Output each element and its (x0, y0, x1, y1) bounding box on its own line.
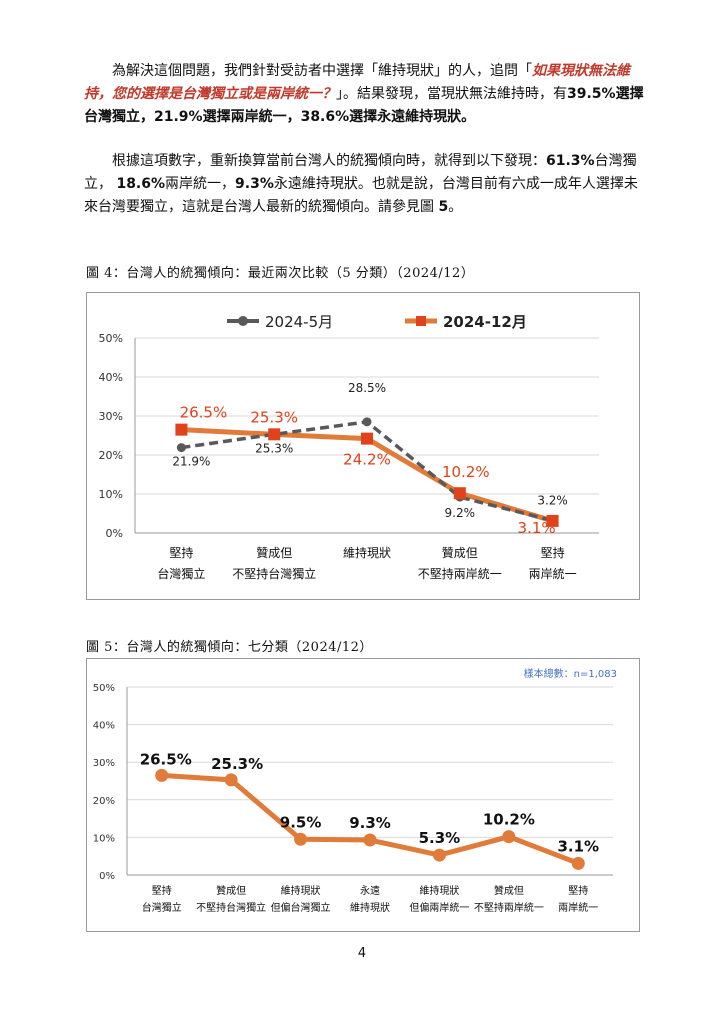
para2-value-status-quo: 9.3% (235, 176, 274, 192)
data-label: 25.3% (211, 755, 263, 773)
x-category-label: 不堅持台灣獨立 (232, 566, 316, 581)
x-category-label: 堅持 (568, 884, 588, 897)
data-label: 10.2% (483, 811, 535, 829)
para2-text-5: 。 (448, 199, 463, 215)
y-tick-label: 10% (93, 833, 115, 844)
data-label: 5.3% (419, 829, 461, 847)
data-label-2024-5: 9.2% (445, 506, 476, 520)
legend-label-2024-12: 2024-12月 (443, 313, 527, 331)
y-tick-label: 40% (99, 371, 123, 384)
y-tick-label: 20% (99, 449, 123, 462)
data-point (502, 830, 516, 844)
y-tick-label: 50% (99, 332, 123, 345)
x-category-label: 但偏台灣獨立 (271, 901, 331, 914)
legend-marker-2024-5 (238, 316, 248, 326)
y-tick-label: 50% (93, 683, 115, 694)
para1-question: 如果現狀無法維持，您的選擇是台灣獨立或是兩岸統一？ (84, 63, 630, 102)
point-2024-5 (176, 443, 186, 453)
x-category-label: 維持現狀 (419, 884, 459, 897)
point-2024-5 (362, 417, 372, 427)
point-2024-12 (268, 428, 281, 441)
figure-4-title: 圖 4：台灣人的統獨傾向：最近兩次比較（5 分類）（2024/12） (86, 266, 475, 281)
x-category-label: 兩岸統一 (529, 567, 577, 581)
point-2024-12 (361, 432, 373, 445)
para2-text-3: 兩岸統一， (165, 176, 236, 192)
para2-value-independence: 61.3% (546, 153, 595, 169)
figure-5-title: 圖 5：台灣人的統獨傾向：七分類（2024/12） (86, 640, 373, 655)
x-category-label: 台灣獨立 (142, 901, 182, 914)
para1-value-independence: 39.5% (567, 86, 616, 102)
figure-5-svg: 50% 40% 30% 20% 10% 0% 樣本總數：n=1,083 堅持台灣獨立 贊成但不堅… (93, 667, 617, 914)
legend-label-2024-5: 2024-5月 (265, 313, 333, 331)
figure-5-chart: 50% 40% 30% 20% 10% 0% 樣本總數：n=1,083 堅持台灣獨立 贊成但不堅… (86, 658, 640, 932)
x-category-label: 維持現狀 (350, 901, 390, 914)
x-category-label: 不堅持台灣獨立 (196, 901, 266, 914)
data-label-2024-12: 10.2% (442, 463, 490, 481)
y-tick-label: 40% (93, 721, 115, 732)
data-label-2024-12: 3.1% (518, 519, 556, 537)
data-label: 3.1% (557, 837, 599, 855)
paragraph-1: 為解決這個問題，我們針對受訪者中選擇「維持現狀」的人，追問「如果現狀無法維持，您… (84, 60, 644, 129)
y-tick-label: 0% (99, 871, 115, 882)
data-point (224, 773, 238, 787)
x-category-label: 堅持 (152, 884, 172, 897)
sample-size-note: 樣本總數：n=1,083 (524, 667, 617, 680)
figure-4-chart: 50% 40% 30% 20% 10% 0% 堅持台灣獨立 贊成但不堅持台灣獨立 維持現狀 贊成但… (86, 292, 640, 600)
data-point (294, 832, 308, 846)
page-number: 4 (357, 946, 367, 961)
para1-text-4: 選擇兩岸統一， (202, 109, 301, 125)
x-category-label: 永遠 (360, 884, 380, 897)
point-2024-12 (175, 423, 188, 436)
data-label-2024-5: 21.9% (172, 455, 210, 469)
data-label: 9.3% (349, 814, 391, 832)
para1-value-unification: 21.9% (154, 109, 203, 125)
x-category-label: 贊成但 (494, 884, 524, 897)
para2-text-2: 台灣獨立， (84, 153, 637, 192)
paragraph-2: 根據這項數字，重新換算當前台灣人的統獨傾向時，就得到以下發現：61.3%台灣獨立… (84, 150, 644, 219)
data-label-2024-12: 24.2% (343, 451, 391, 469)
x-category-label: 堅持 (541, 545, 565, 560)
data-label: 9.5% (280, 813, 322, 831)
para1-text-2: 」。結果發現，當現狀無法維持時，有 (336, 86, 567, 102)
x-category-label: 兩岸統一 (558, 901, 598, 914)
x-category-label: 贊成但 (442, 546, 478, 560)
x-category-label: 堅持 (169, 545, 193, 560)
para1-text-3: 選擇台灣獨立， (84, 86, 644, 125)
y-tick-label: 0% (106, 527, 123, 540)
data-label-2024-5: 25.3% (255, 441, 293, 455)
data-point (155, 768, 169, 782)
para2-text-1: 根據這項數字，重新換算當前台灣人的統獨傾向時，就得到以下發現： (112, 153, 546, 169)
data-point (363, 833, 377, 847)
para1-text-1: 為解決這個問題，我們針對受訪者中選擇「維持現狀」的人，追問「 (112, 63, 532, 79)
point-2024-12 (453, 487, 466, 500)
data-point (571, 856, 585, 870)
x-category-label: 維持現狀 (343, 545, 391, 560)
para1-value-status-quo: 38.6% (300, 109, 350, 125)
x-category-label: 維持現狀 (281, 884, 321, 897)
data-label: 26.5% (140, 750, 192, 768)
data-label-2024-5: 3.2% (537, 494, 568, 508)
y-tick-label: 30% (93, 758, 115, 769)
y-tick-label: 20% (93, 796, 115, 807)
point-2024-12 (546, 514, 559, 527)
x-category-label: 贊成但 (216, 884, 246, 897)
data-label-2024-5: 28.5% (348, 381, 386, 395)
x-category-label: 台灣獨立 (157, 566, 205, 581)
x-category-label: 不堅持兩岸統一 (474, 901, 544, 914)
legend-marker-2024-12 (416, 316, 426, 326)
data-label-2024-12: 25.3% (250, 408, 298, 426)
x-category-label: 但偏兩岸統一 (409, 901, 469, 914)
y-tick-label: 30% (99, 410, 123, 423)
data-point (432, 848, 446, 862)
y-tick-label: 10% (99, 488, 123, 501)
para2-text-4: 永遠維持現狀。也就是說，台灣目前有六成一成年人選擇未來台灣要獨立，這就是台灣人最… (84, 176, 638, 215)
x-category-label: 不堅持兩岸統一 (418, 566, 502, 581)
para1-text-5: 選擇永遠維持現狀。 (349, 109, 476, 125)
para2-figure-ref: 5 (438, 199, 449, 215)
para2-value-unification: 18.6% (116, 176, 166, 192)
data-label-2024-12: 26.5% (180, 404, 228, 422)
x-category-label: 贊成但 (256, 546, 292, 560)
